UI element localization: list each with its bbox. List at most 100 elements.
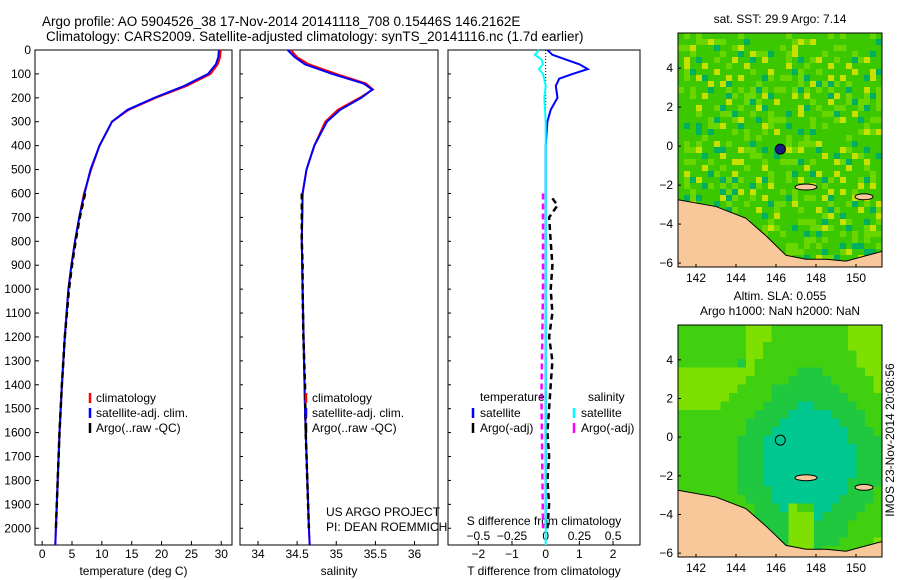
map-cell bbox=[756, 213, 763, 220]
map-cell bbox=[678, 342, 687, 351]
map-cell bbox=[720, 452, 730, 462]
map-cell bbox=[690, 183, 697, 190]
map-cell bbox=[870, 117, 877, 124]
map-cell bbox=[686, 418, 696, 428]
map-cell bbox=[816, 39, 823, 46]
map-cell bbox=[786, 201, 793, 208]
map-cell bbox=[828, 117, 835, 124]
map-cell bbox=[822, 401, 832, 411]
map-cell bbox=[852, 147, 859, 154]
map-cell bbox=[848, 367, 857, 377]
map-cell bbox=[712, 376, 721, 385]
map-cell bbox=[684, 81, 691, 88]
map-cell bbox=[712, 350, 721, 360]
map-cell bbox=[754, 503, 764, 513]
map-cell bbox=[684, 117, 691, 124]
y-tick-label: 700 bbox=[11, 210, 31, 224]
map-cell bbox=[708, 123, 715, 130]
map-cell bbox=[702, 51, 709, 58]
map-cell bbox=[756, 177, 763, 184]
map-cell bbox=[712, 444, 721, 453]
map-cell bbox=[732, 147, 739, 154]
map-cell bbox=[804, 189, 811, 196]
map-cell bbox=[786, 225, 793, 232]
map-cell bbox=[695, 376, 704, 385]
map-cell bbox=[856, 418, 866, 428]
map-cell bbox=[780, 117, 787, 124]
map-cell bbox=[810, 87, 817, 94]
lon-tick-label: 148 bbox=[806, 271, 826, 285]
map-cell bbox=[703, 384, 713, 394]
map-cell bbox=[726, 135, 733, 142]
map-cell bbox=[848, 410, 857, 419]
map-cell bbox=[805, 469, 815, 479]
map-cell bbox=[840, 219, 847, 226]
map-cell bbox=[714, 51, 721, 58]
map-cell bbox=[876, 129, 883, 136]
map-cell bbox=[714, 117, 721, 124]
map-cell bbox=[831, 410, 840, 419]
map-cell bbox=[762, 153, 769, 160]
map-cell bbox=[762, 63, 769, 70]
lat-tick-label: −4 bbox=[659, 217, 673, 231]
map-cell bbox=[746, 333, 755, 343]
map-cell bbox=[856, 401, 866, 411]
map-cell bbox=[744, 195, 751, 202]
map-cell bbox=[848, 333, 857, 343]
map-cell bbox=[873, 393, 883, 402]
map-cell bbox=[805, 401, 815, 411]
map-cell bbox=[814, 537, 823, 547]
map-cell bbox=[762, 51, 769, 58]
map-cell bbox=[695, 333, 704, 343]
map-cell bbox=[810, 63, 817, 70]
map-cell bbox=[865, 537, 874, 547]
map-cell bbox=[870, 129, 877, 136]
map-cell bbox=[834, 135, 841, 142]
map-cell bbox=[756, 201, 763, 208]
map-cell bbox=[873, 537, 883, 547]
map-cell bbox=[852, 117, 859, 124]
map-cell bbox=[873, 427, 883, 436]
map-cell bbox=[684, 183, 691, 190]
map-cell bbox=[763, 384, 772, 394]
map-cell bbox=[876, 87, 883, 94]
map-cell bbox=[805, 325, 815, 334]
map-cell bbox=[858, 93, 865, 100]
map-cell bbox=[805, 350, 815, 360]
map-cell bbox=[856, 469, 866, 479]
map-cell bbox=[768, 123, 775, 130]
map-cell bbox=[714, 63, 721, 70]
map-cell bbox=[816, 45, 823, 52]
map-cell bbox=[763, 342, 772, 351]
map-cell bbox=[771, 418, 781, 428]
map-cell bbox=[810, 39, 817, 46]
map-cell bbox=[798, 51, 805, 58]
map-cell bbox=[834, 147, 841, 154]
map-cell bbox=[870, 33, 877, 40]
map-cell bbox=[856, 410, 866, 419]
map-cell bbox=[737, 376, 747, 385]
map-cell bbox=[828, 45, 835, 52]
map-cell bbox=[702, 33, 709, 40]
map-cell bbox=[768, 195, 775, 202]
map-cell bbox=[690, 123, 697, 130]
map-cell bbox=[720, 153, 727, 160]
map-cell bbox=[738, 57, 745, 64]
map-cell bbox=[788, 401, 798, 411]
map-cell bbox=[848, 359, 857, 368]
map-cell bbox=[744, 87, 751, 94]
map-cell bbox=[804, 237, 811, 244]
map-cell bbox=[678, 99, 685, 106]
map-cell bbox=[852, 219, 859, 226]
map-cell bbox=[865, 401, 874, 411]
map-cell bbox=[852, 141, 859, 148]
map-cell bbox=[876, 237, 883, 244]
map-cell bbox=[750, 33, 757, 40]
map-cell bbox=[754, 469, 764, 479]
map-cell bbox=[810, 177, 817, 184]
map-cell bbox=[702, 57, 709, 64]
map-cell bbox=[816, 63, 823, 70]
map-cell bbox=[846, 33, 853, 40]
map-cell bbox=[714, 93, 721, 100]
map-cell bbox=[762, 33, 769, 40]
